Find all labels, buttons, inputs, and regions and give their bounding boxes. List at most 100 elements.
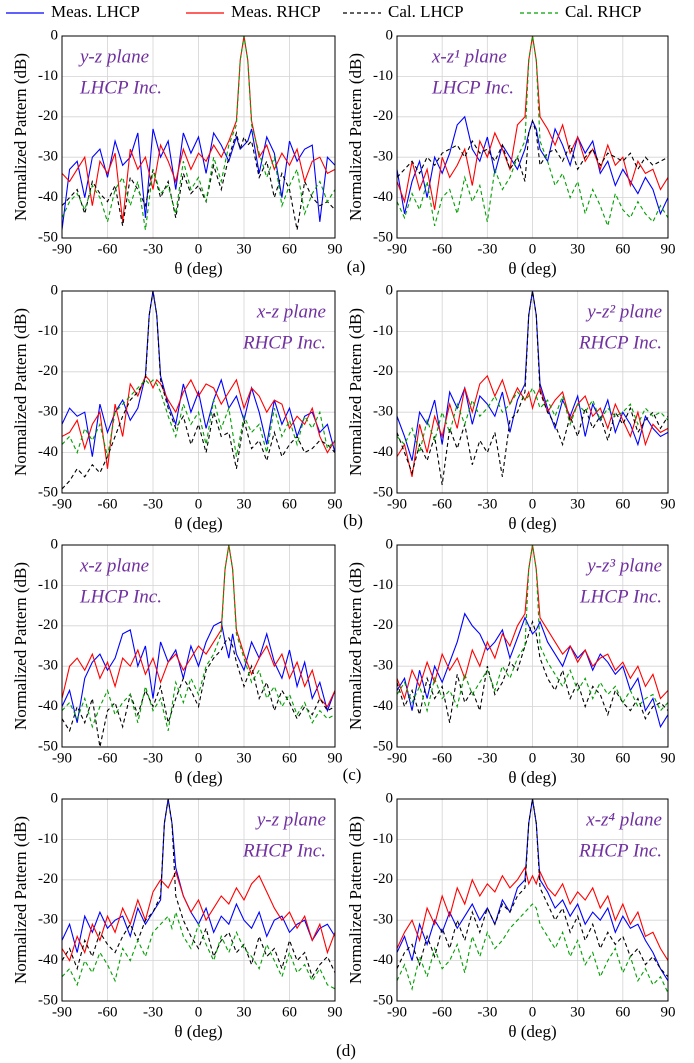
series-line (397, 799, 668, 982)
x-tick-label: -30 (143, 241, 163, 257)
y-tick-label: -10 (38, 831, 58, 847)
x-tick-label: 30 (237, 496, 252, 512)
series-line (397, 291, 668, 486)
x-tick-label: -30 (477, 1004, 497, 1020)
x-tick-label: 90 (328, 1004, 343, 1020)
x-tick-label: -30 (477, 496, 497, 512)
y-tick-label: -10 (373, 577, 393, 593)
x-tick-label: 0 (195, 241, 203, 257)
y-tick-label: -10 (38, 323, 58, 339)
annotation: RHCP Inc. (578, 840, 662, 861)
series-line (397, 612, 668, 729)
x-tick-label: 30 (570, 496, 585, 512)
annotation: x-z¹ plane (431, 46, 507, 67)
series-line (397, 903, 668, 994)
y-tick-label: -10 (373, 323, 393, 339)
y-tick-label: 0 (386, 282, 394, 298)
plot-frame (396, 35, 669, 239)
y-tick-label: -30 (373, 658, 393, 674)
plot-frame (396, 290, 669, 494)
y-tick-label: -10 (38, 68, 58, 84)
y-tick-label: -50 (38, 484, 58, 500)
y-tick-label: -50 (38, 992, 58, 1008)
series-line (397, 866, 668, 961)
series-line (397, 545, 668, 701)
annotation: y-z plane (78, 46, 149, 67)
x-tick-label: -60 (432, 750, 452, 766)
x-axis-label: θ (deg) (174, 514, 222, 533)
x-tick-label: 30 (237, 241, 252, 257)
annotation: x-z⁴ plane (585, 809, 662, 830)
x-tick-label: 30 (570, 241, 585, 257)
y-tick-label: 0 (386, 536, 394, 552)
x-tick-label: -30 (143, 1004, 163, 1020)
x-tick-label: -30 (143, 496, 163, 512)
x-tick-label: -30 (477, 750, 497, 766)
y-tick-label: -40 (38, 952, 58, 968)
panel: -90 -60 -30 0 30 60 90 -50 -40 -30 -20 -10 0 θ (deg) N… (346, 282, 676, 532)
y-axis-label: Normalized Pattern (dB) (346, 308, 365, 476)
x-tick-label: 0 (195, 1004, 203, 1020)
x-tick-label: -90 (387, 496, 407, 512)
series-line (62, 291, 335, 457)
x-tick-label: 60 (615, 241, 630, 257)
y-tick-label: -50 (373, 992, 393, 1008)
series-line (397, 545, 668, 713)
x-tick-label: -90 (52, 1004, 72, 1020)
x-tick-label: -30 (143, 750, 163, 766)
x-tick-label: 60 (282, 750, 297, 766)
annotation: y-z² plane (585, 301, 662, 322)
plot-frame (61, 35, 336, 239)
legend-label: Cal. RHCP (565, 2, 642, 21)
legend-label: Cal. LHCP (388, 2, 464, 21)
annotation: y-z plane (255, 809, 326, 830)
panel-caption: (a) (347, 257, 366, 276)
series-line (397, 619, 668, 723)
x-tick-label: 0 (529, 496, 537, 512)
x-axis-label: θ (deg) (508, 1022, 556, 1041)
panel: -90 -60 -30 0 30 60 90 -50 -40 -30 -20 -10 0 θ (deg) N… (11, 27, 343, 277)
x-axis-label: θ (deg) (508, 768, 556, 787)
y-tick-label: -50 (373, 738, 393, 754)
series-line (62, 870, 335, 962)
x-tick-label: 30 (570, 750, 585, 766)
y-tick-label: -10 (373, 831, 393, 847)
y-tick-label: -50 (373, 484, 393, 500)
y-tick-label: -40 (373, 444, 393, 460)
x-axis-label: θ (deg) (508, 259, 556, 278)
x-tick-label: 90 (661, 496, 676, 512)
y-tick-label: -40 (38, 444, 58, 460)
series-line (62, 620, 335, 723)
x-tick-label: 90 (661, 750, 676, 766)
x-tick-label: 0 (195, 496, 203, 512)
y-axis-label: Normalized Pattern (dB) (11, 308, 30, 476)
x-axis-label: θ (deg) (174, 259, 222, 278)
y-tick-label: -20 (373, 108, 393, 124)
x-tick-label: -30 (477, 241, 497, 257)
series-line (62, 291, 335, 490)
x-tick-label: 60 (615, 750, 630, 766)
legend-label: Meas. LHCP (51, 2, 140, 21)
series-line (62, 799, 335, 979)
y-tick-label: -30 (38, 658, 58, 674)
annotation: x-z plane (256, 301, 326, 322)
y-tick-label: 0 (386, 27, 394, 43)
annotation: RHCP Inc. (578, 332, 662, 353)
plot-frame (61, 544, 336, 748)
y-tick-label: -20 (38, 871, 58, 887)
annotation: RHCP Inc. (242, 840, 326, 861)
x-tick-label: -90 (387, 241, 407, 257)
y-tick-label: 0 (51, 790, 59, 806)
y-tick-label: -30 (38, 404, 58, 420)
annotation: x-z plane (79, 555, 149, 576)
x-tick-label: 60 (615, 496, 630, 512)
series-line (62, 910, 335, 990)
y-tick-label: -20 (38, 108, 58, 124)
series-line (62, 545, 335, 731)
x-tick-label: 0 (195, 750, 203, 766)
series-line (397, 118, 668, 182)
x-tick-label: -90 (52, 750, 72, 766)
x-tick-label: 60 (282, 1004, 297, 1020)
x-tick-label: 60 (282, 496, 297, 512)
